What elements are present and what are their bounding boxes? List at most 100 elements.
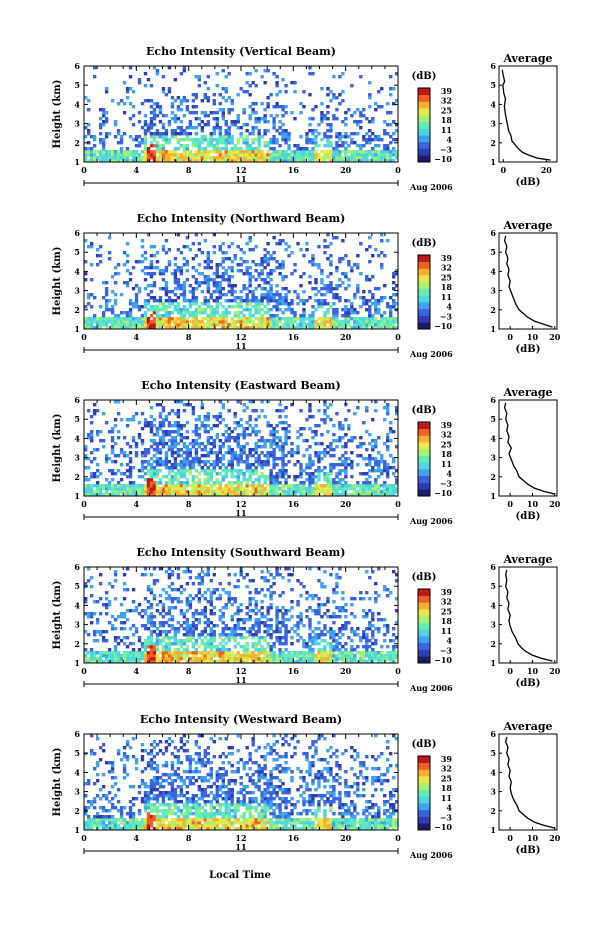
heatmap-cell [272, 487, 276, 491]
heatmap-cell [164, 415, 169, 419]
heatmap-cell [281, 153, 285, 157]
heatmap-cell [140, 150, 145, 154]
heatmap-cell [194, 469, 199, 473]
heatmap-cell [182, 490, 187, 494]
heatmap-cell [368, 457, 372, 461]
heatmap-cell [371, 320, 375, 324]
heatmap-cell [143, 114, 148, 118]
heatmap-cell [146, 302, 151, 306]
heatmap-cell [143, 466, 148, 470]
heatmap-cell [167, 66, 172, 70]
heatmap-cell [287, 290, 291, 294]
heatmap-cell [257, 478, 261, 482]
heatmap-cell [140, 102, 145, 106]
heatmap-cell [386, 463, 390, 467]
heatmap-cell [173, 588, 178, 592]
heatmap-cell [239, 87, 243, 91]
colorbar-tick-label: −10 [434, 488, 452, 498]
heatmap-cell [203, 648, 208, 652]
heatmap-cell [209, 260, 213, 264]
heatmap-cell [146, 585, 151, 589]
heatmap-cell [125, 418, 130, 422]
heatmap-cell [89, 415, 94, 419]
heatmap-cell [176, 630, 181, 634]
heatmap-cell [188, 320, 193, 324]
heatmap-cell [134, 150, 139, 154]
heatmap-cell [206, 657, 210, 661]
heatmap-cell [347, 311, 351, 315]
heatmap-cell [215, 588, 219, 592]
heatmap-cell [185, 490, 190, 494]
heatmap-cell [161, 588, 166, 592]
heatmap-cell [191, 487, 196, 491]
heatmap-cell [209, 603, 213, 607]
heatmap-cell [212, 415, 216, 419]
heatmap-cell [164, 299, 169, 303]
heatmap-cell [209, 597, 213, 601]
heatmap-cell [188, 624, 193, 628]
heatmap-cell [242, 90, 246, 94]
heatmap-cell [359, 493, 363, 497]
heatmap-cell [386, 484, 390, 488]
heatmap-cell [389, 430, 393, 434]
heatmap-cell [323, 412, 327, 416]
heatmap-cell [308, 487, 312, 491]
heatmap-cell [116, 323, 121, 327]
heatmap-cell [84, 597, 88, 601]
heatmap-cell [197, 576, 202, 580]
heatmap-cell [158, 481, 163, 485]
heatmap-cell [173, 475, 178, 479]
heatmap-cell [326, 144, 330, 148]
heatmap-cell [275, 436, 279, 440]
heatmap-cell [296, 296, 300, 300]
heatmap-cell [317, 290, 321, 294]
heatmap-cell [167, 478, 172, 482]
heatmap-cell [335, 475, 339, 479]
heatmap-cell [308, 281, 312, 285]
heatmap-cell [110, 487, 115, 491]
heatmap-cell [134, 445, 139, 449]
heatmap-cell [227, 651, 231, 655]
heatmap-cell [389, 314, 393, 318]
heatmap-cell [323, 311, 327, 315]
heatmap-cell [254, 657, 258, 661]
heatmap-cell [317, 460, 321, 464]
heatmap-cell [110, 651, 115, 655]
heatmap-cell [383, 406, 387, 410]
heatmap-cell [92, 475, 97, 479]
heatmap-cell [359, 326, 363, 330]
heatmap-cell [122, 320, 127, 324]
heatmap-cell [356, 263, 360, 267]
heatmap-cell [84, 278, 88, 282]
heatmap-cell [221, 606, 225, 610]
heatmap-cell [275, 320, 279, 324]
heatmap-cell [245, 150, 249, 154]
heatmap-cell [329, 242, 333, 246]
heatmap-cell [272, 296, 276, 300]
heatmap-cell [140, 484, 145, 488]
heatmap-cell [164, 251, 169, 255]
heatmap-cell [266, 490, 270, 494]
heatmap-cell [308, 463, 312, 467]
heatmap-cell [281, 263, 285, 267]
heatmap-cell [245, 287, 249, 291]
heatmap-cell [89, 150, 94, 154]
heatmap-cell [191, 657, 196, 661]
heatmap-cell [149, 490, 154, 494]
heatmap-cell [338, 493, 342, 497]
heatmap-cell [128, 451, 133, 455]
heatmap-cell [86, 478, 91, 482]
heatmap-cell [302, 487, 306, 491]
heatmap-cell [188, 472, 193, 476]
heatmap-cell [84, 159, 88, 163]
heatmap-cell [200, 120, 205, 124]
heatmap-cell [152, 472, 157, 476]
heatmap-cell [389, 454, 393, 458]
heatmap-cell [362, 144, 366, 148]
heatmap-cell [125, 242, 130, 246]
heatmap-cell [113, 597, 118, 601]
heatmap-cell [239, 618, 243, 622]
heatmap-cell [251, 108, 255, 112]
heatmap-cell [338, 320, 342, 324]
heatmap-cell [209, 493, 213, 497]
